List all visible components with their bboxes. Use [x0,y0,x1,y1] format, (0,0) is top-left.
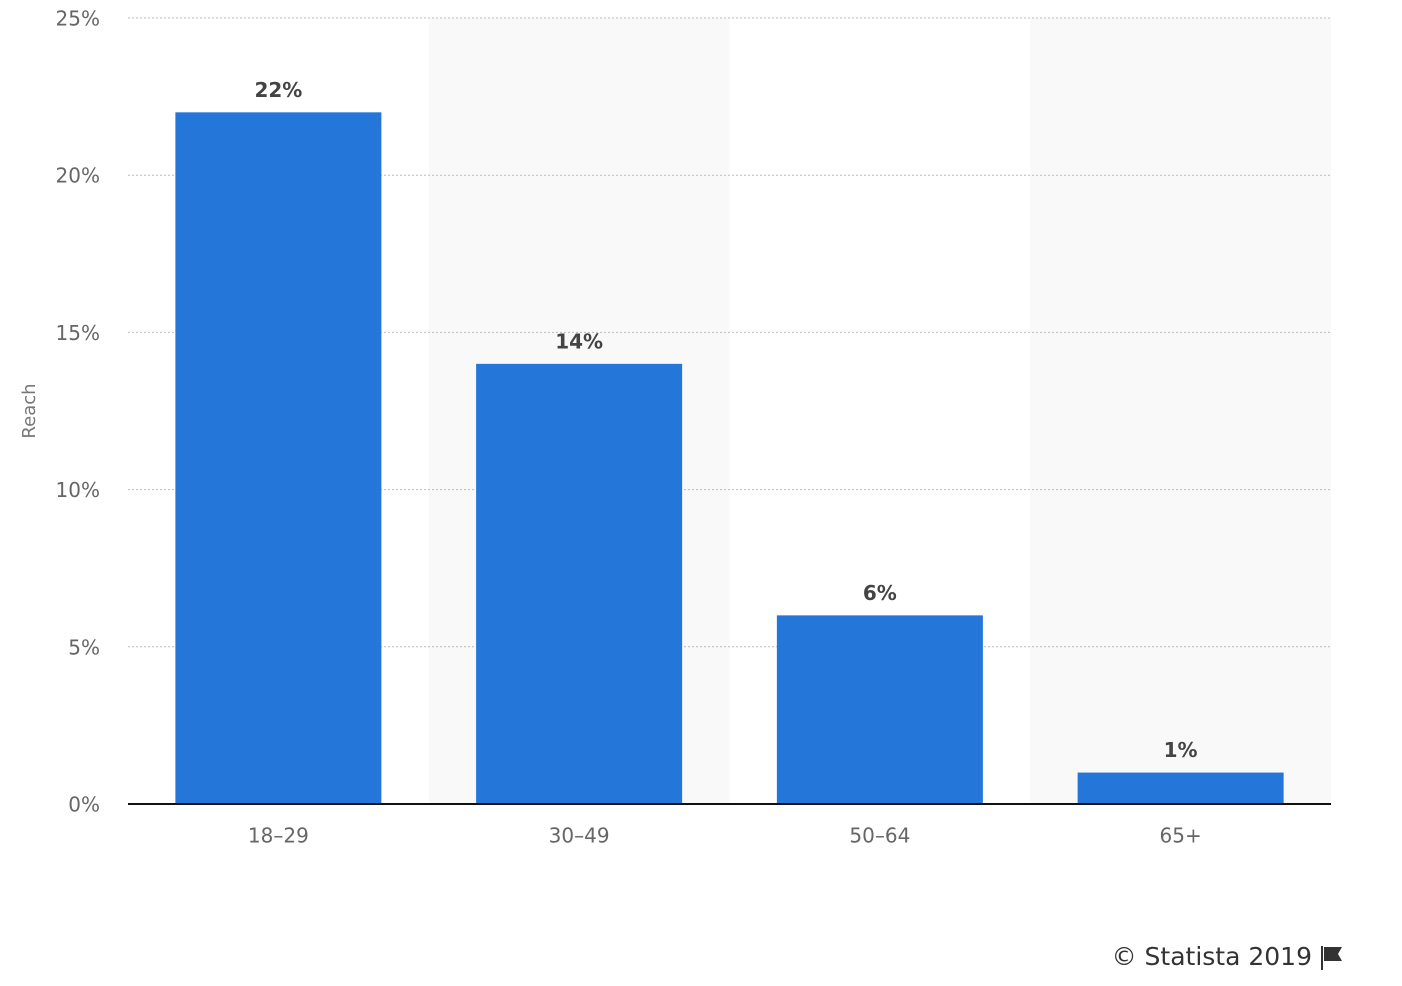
y-tick-label: 20% [56,164,100,188]
x-tick-label: 18–29 [248,824,309,848]
bar [476,363,683,804]
y-tick-label: 25% [56,7,100,31]
bar [1077,772,1284,804]
y-tick-label: 5% [68,635,100,659]
band-shade [1030,18,1331,804]
y-tick-label: 10% [56,478,100,502]
bar [175,112,382,804]
y-tick-label: 15% [56,321,100,345]
bar [776,615,983,804]
y-axis-label: Reach [19,383,40,438]
value-label: 6% [863,581,897,605]
y-tick-label: 0% [68,793,100,817]
x-tick-label: 65+ [1160,824,1202,848]
value-label: 14% [555,329,603,353]
credit: © Statista 2019 [1112,942,1312,971]
value-label: 22% [254,78,302,102]
flag-icon [1321,946,1342,970]
x-tick-label: 30–49 [549,824,610,848]
x-tick-label: 50–64 [849,824,910,848]
value-label: 1% [1164,738,1198,762]
